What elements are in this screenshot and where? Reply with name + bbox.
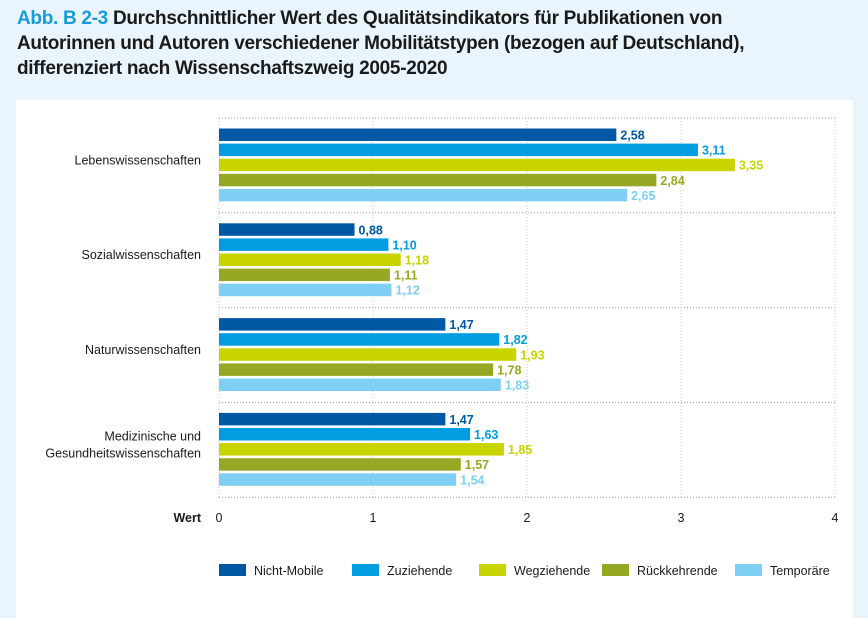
data-label: 1,12 [395,284,419,298]
x-axis-label: Wert [173,511,201,525]
legend-label: Nicht-Mobile [254,564,324,578]
data-label: 1,63 [474,428,498,442]
title-line-3: differenziert nach Wissenschaftszweig 20… [17,58,448,79]
data-label: 1,11 [394,269,418,283]
bar [219,253,401,266]
category-label: Lebenswissenschaften [75,153,202,167]
legend-label: Rückkehrende [637,564,718,578]
title-line-2: Autorinnen und Autoren verschiedener Mob… [17,33,745,54]
data-label: 1,83 [505,379,529,393]
legend-swatch [479,564,506,576]
x-tick-label: 1 [370,511,377,525]
data-label: 1,54 [460,473,484,487]
bar [219,238,389,251]
data-label: 1,78 [497,363,521,377]
bar [219,458,461,471]
bar [219,318,446,331]
figure-number: Abb. B 2-3 [17,8,108,29]
bar [219,268,390,282]
data-label: 3,11 [702,144,726,158]
category-label: Medizinische und [104,429,201,443]
bar [219,333,500,346]
data-label: 1,82 [503,333,527,347]
legend-label: Wegziehende [514,564,590,578]
x-tick-label: 4 [832,511,839,525]
legend-swatch [602,564,629,576]
bar [219,428,471,441]
bar [219,473,457,486]
bar [219,348,517,361]
legend-swatch [735,564,762,576]
bar [219,283,392,297]
bar [219,173,657,187]
category-label: Sozialwissenschaften [81,248,201,262]
data-label: 0,88 [359,223,383,237]
legend-label: Zuziehende [387,564,452,578]
data-label: 3,35 [739,159,763,173]
category-label: Naturwissenschaften [85,343,201,357]
figure-title: Abb. B 2-3 Durchschnittlicher Wert des Q… [17,6,857,81]
bar [219,223,355,236]
x-tick-label: 3 [678,511,685,525]
legend-swatch [352,564,379,576]
data-label: 2,65 [631,189,655,203]
data-label: 1,47 [449,413,473,427]
data-label: 1,93 [520,348,544,362]
legend-swatch [219,564,246,576]
data-label: 2,58 [620,129,644,143]
data-label: 1,47 [449,318,473,332]
data-label: 1,85 [508,443,532,457]
bar [219,363,494,376]
bar [219,128,617,141]
data-label: 1,10 [392,238,416,252]
bar [219,158,735,172]
bar [219,143,698,157]
data-label: 2,84 [660,174,684,188]
data-label: 1,57 [465,458,489,472]
legend-label: Temporäre [770,564,830,578]
x-tick-label: 0 [216,511,223,525]
data-label: 1,18 [405,254,429,268]
bar [219,188,628,202]
bar [219,443,504,456]
category-label: Gesundheitswissenschaften [45,446,201,460]
bar [219,378,501,391]
bar [219,412,446,426]
title-line-1: Durchschnittlicher Wert des Qualitätsind… [112,8,723,29]
x-tick-label: 2 [524,511,531,525]
